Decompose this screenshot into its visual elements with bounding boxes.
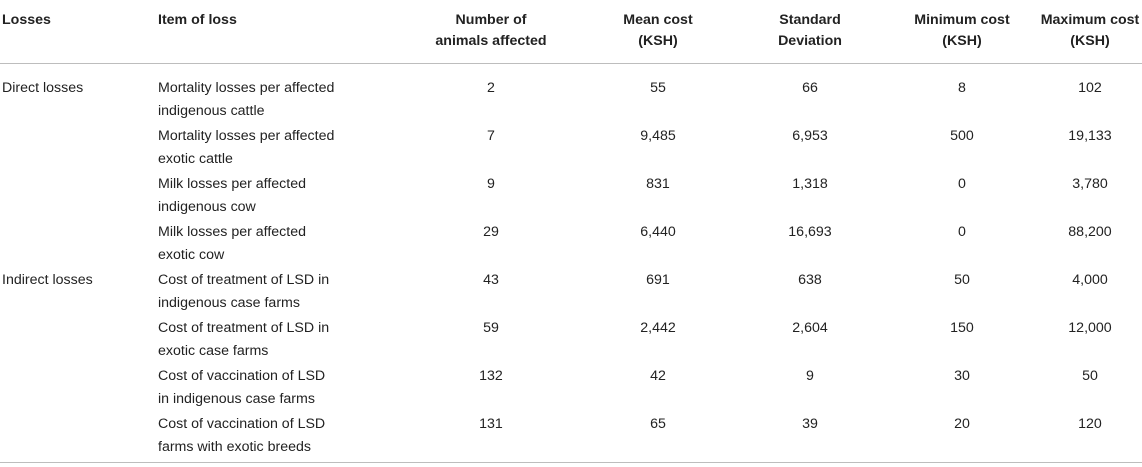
cell-maximum-cost: 3,780 [1072, 175, 1108, 192]
cell-standard-deviation: 6,953 [792, 127, 828, 144]
cell-minimum-cost: 20 [954, 415, 970, 432]
cell-losses-category [0, 363, 158, 411]
table-row: Cost of vaccination of LSD farms with exo… [0, 411, 1142, 463]
cell-losses-category [0, 123, 158, 171]
cell-mean-cost: 42 [650, 367, 666, 384]
cell-number-affected: 132 [479, 367, 503, 384]
cell-losses-category [0, 315, 158, 363]
header-number-of-animals: Number of animals affected [435, 12, 547, 49]
cell-item-of-loss: Milk losses per affected indigenous cow [158, 175, 306, 215]
cell-losses-category [0, 411, 158, 463]
cell-minimum-cost: 0 [958, 223, 966, 240]
table-row: Milk losses per affected exotic cow 29 6,… [0, 219, 1142, 267]
cell-number-affected: 9 [487, 175, 495, 192]
cell-maximum-cost: 120 [1078, 415, 1102, 432]
cell-number-affected: 43 [483, 271, 499, 288]
cell-mean-cost: 65 [650, 415, 666, 432]
cell-standard-deviation: 39 [802, 415, 818, 432]
table-body: Direct losses Mortality losses per affec… [0, 63, 1142, 463]
cell-mean-cost: 55 [650, 79, 666, 96]
table-header: Losses Item of loss Number of animals aff… [0, 0, 1142, 63]
cell-item-of-loss: Cost of vaccination of LSD in indigenous … [158, 367, 326, 407]
cell-maximum-cost: 88,200 [1068, 223, 1112, 240]
cell-losses-category: Direct losses [2, 79, 84, 96]
header-maximum-cost: Maximum cost (KSH) [1040, 12, 1140, 49]
cell-number-affected: 2 [487, 79, 495, 96]
cell-number-affected: 29 [483, 223, 499, 240]
table-row: Cost of vaccination of LSD in indigenous … [0, 363, 1142, 411]
cell-minimum-cost: 50 [954, 271, 970, 288]
header-losses: Losses [2, 12, 51, 28]
cell-standard-deviation: 16,693 [788, 223, 832, 240]
cell-item-of-loss: Cost of treatment of LSD in exotic case f… [158, 319, 330, 359]
cell-number-affected: 7 [487, 127, 495, 144]
cell-standard-deviation: 638 [798, 271, 822, 288]
cell-mean-cost: 691 [646, 271, 670, 288]
table-row: Cost of treatment of LSD in exotic case f… [0, 315, 1142, 363]
cell-standard-deviation: 2,604 [792, 319, 828, 336]
cell-minimum-cost: 0 [958, 175, 966, 192]
cell-item-of-loss: Cost of treatment of LSD in indigenous ca… [158, 271, 330, 311]
cell-minimum-cost: 30 [954, 367, 970, 384]
cell-item-of-loss: Milk losses per affected exotic cow [158, 223, 306, 263]
header-minimum-cost: Minimum cost (KSH) [914, 12, 1010, 49]
cell-losses-category: Indirect losses [2, 271, 93, 288]
cell-standard-deviation: 66 [802, 79, 818, 96]
cell-mean-cost: 831 [646, 175, 670, 192]
cell-mean-cost: 9,485 [640, 127, 676, 144]
header-mean-cost: Mean cost (KSH) [623, 12, 693, 49]
table-row: Indirect losses Cost of treatment of LSD… [0, 267, 1142, 315]
header-standard-deviation: Standard Deviation [778, 12, 842, 49]
cell-losses-category [0, 171, 158, 219]
cell-mean-cost: 6,440 [640, 223, 676, 240]
cell-number-affected: 131 [479, 415, 503, 432]
cell-item-of-loss: Mortality losses per affected indigenous … [158, 79, 335, 119]
cell-maximum-cost: 4,000 [1072, 271, 1108, 288]
table-row: Mortality losses per affected exotic catt… [0, 123, 1142, 171]
cell-maximum-cost: 50 [1082, 367, 1098, 384]
header-row: Losses Item of loss Number of animals aff… [0, 0, 1142, 63]
cell-losses-category [0, 219, 158, 267]
header-item-of-loss: Item of loss [158, 12, 237, 28]
cell-maximum-cost: 102 [1078, 79, 1102, 96]
table-row: Direct losses Mortality losses per affec… [0, 63, 1142, 123]
cell-minimum-cost: 150 [950, 319, 974, 336]
cell-standard-deviation: 1,318 [792, 175, 828, 192]
cell-maximum-cost: 19,133 [1068, 127, 1112, 144]
cell-number-affected: 59 [483, 319, 499, 336]
cell-item-of-loss: Mortality losses per affected exotic catt… [158, 127, 335, 167]
cell-item-of-loss: Cost of vaccination of LSD farms with exo… [158, 415, 326, 455]
cell-minimum-cost: 500 [950, 127, 974, 144]
table-row: Milk losses per affected indigenous cow 9… [0, 171, 1142, 219]
cell-mean-cost: 2,442 [640, 319, 676, 336]
cell-standard-deviation: 9 [806, 367, 814, 384]
cell-minimum-cost: 8 [958, 79, 966, 96]
cell-maximum-cost: 12,000 [1068, 319, 1112, 336]
